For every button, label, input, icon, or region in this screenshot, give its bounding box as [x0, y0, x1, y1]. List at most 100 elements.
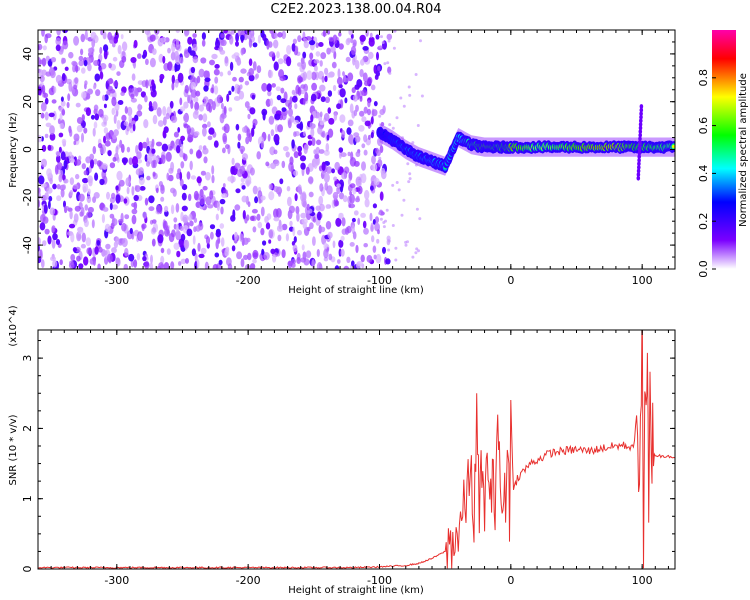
spectrogram-noise-blob	[192, 56, 199, 64]
spectrogram-noise-blob	[274, 33, 278, 39]
spectrogram-noise-blob	[298, 150, 302, 157]
spectrogram-noise-blob	[91, 219, 95, 229]
spectrogram-noise-blob	[327, 231, 333, 239]
spectrogram-noise-blob	[41, 144, 47, 152]
spectrogram-noise-blob	[315, 51, 321, 57]
spectrogram-noise-blob	[113, 129, 119, 137]
spectrogram-noise-blob	[63, 178, 69, 184]
spectrogram-noise-blob	[233, 96, 241, 101]
spectrogram-noise-blob	[223, 123, 230, 134]
spectrogram-noise-blob	[252, 42, 258, 48]
spectrogram-noise-blob	[58, 146, 62, 153]
spectrogram-noise-blob	[260, 227, 265, 236]
spectrogram-noise-blob	[126, 125, 130, 132]
spectrogram-noise-blob	[152, 159, 157, 169]
spectrogram-noise-blob	[387, 239, 391, 243]
spectrogram-noise-blob	[92, 127, 96, 137]
spectrogram-noise-blob	[297, 229, 302, 236]
spectrogram-noise-blob	[245, 136, 250, 145]
spectrogram-noise-blob	[130, 260, 135, 268]
spectrogram-noise-blob	[146, 137, 150, 146]
spectrogram-noise-blob	[240, 34, 245, 42]
spectrogram-noise-blob	[404, 240, 408, 244]
spectrogram-noise-blob	[207, 204, 214, 209]
spectrogram-noise-blob	[262, 240, 267, 246]
spectrogram-noise-blob	[199, 189, 204, 198]
spectrogram-noise-blob	[113, 80, 119, 87]
spectrogram-noise-blob	[276, 225, 284, 232]
spectrogram-noise-blob	[60, 96, 64, 102]
spectrogram-noise-blob	[85, 107, 91, 116]
spectrogram-noise-blob	[254, 196, 259, 204]
spectrogram-noise-blob	[138, 177, 145, 185]
spectrogram-noise-blob	[373, 177, 380, 186]
spectrogram-noise-blob	[108, 62, 112, 69]
colorbar-ticks: 0.0 0.2 0.4 0.6 0.8	[697, 69, 716, 278]
spectrogram-noise-blob	[189, 148, 194, 155]
spectrogram-noise-blob	[316, 139, 322, 146]
spectrogram-noise-blob	[345, 38, 351, 46]
spectrogram-noise-blob	[93, 192, 100, 199]
spectrogram-noise-blob	[182, 214, 189, 224]
spectrogram-noise-blob	[189, 50, 196, 56]
spectrogram-noise-blob	[225, 144, 230, 150]
spectrogram-noise-blob	[142, 211, 148, 219]
spectrogram-noise-blob	[60, 100, 66, 107]
spectrogram-noise-blob	[80, 243, 86, 249]
spectrogram-noise-blob	[142, 255, 147, 262]
spectrogram-noise-blob	[128, 157, 133, 165]
spectrogram-noise-blob	[362, 220, 367, 229]
spectrogram-noise-blob	[391, 126, 395, 130]
spectrogram-noise-blob	[268, 115, 275, 125]
spectrogram-noise-blob	[62, 30, 68, 34]
spectrogram-noise-blob	[38, 175, 45, 185]
spectrogram-noise-blob	[223, 105, 227, 116]
spectrogram-noise-blob	[146, 175, 151, 181]
spectrogram-noise-blob	[385, 258, 391, 265]
spectrogram-noise-blob	[201, 32, 206, 40]
spectrogram-noise-blob	[374, 216, 380, 224]
spectrogram-noise-blob	[265, 222, 271, 230]
spectrogram-noise-blob	[267, 90, 272, 97]
spectrogram-noise-blob	[121, 237, 128, 248]
spectrogram-noise-blob	[171, 42, 176, 53]
spectrogram-noise-blob	[337, 68, 341, 79]
spectrogram-noise-blob	[128, 107, 132, 117]
spectrogram-noise-blob	[328, 253, 333, 261]
spectrogram-noise-blob	[378, 156, 382, 160]
spectrogram-noise-blob	[195, 225, 201, 232]
spectrogram-noise-blob	[276, 208, 282, 218]
spectrogram-noise-blob	[80, 91, 87, 99]
spectrogram-noise-blob	[117, 100, 124, 105]
spectrogram-noise-blob	[109, 202, 113, 211]
spectrogram-noise-blob	[241, 195, 248, 203]
spectrogram-noise-blob	[377, 229, 380, 235]
spectrogram-noise-blob	[50, 57, 57, 63]
spectrogram-noise-blob	[56, 30, 61, 34]
spectrogram-noise-blob	[342, 195, 348, 203]
spectrogram-noise-blob	[73, 213, 79, 223]
spectrogram-noise-blob	[328, 36, 334, 42]
spectrogram-noise-blob	[38, 199, 41, 208]
spectrogram-noise-blob	[162, 55, 166, 64]
spectrogram-noise-blob	[90, 31, 97, 40]
spectrogram-noise-blob	[163, 262, 170, 269]
spectrogram-noise-blob	[417, 249, 420, 253]
spectrogram-noise-blob	[372, 203, 377, 209]
spectrogram-noise-blob	[177, 72, 184, 83]
spectrogram-noise-blob	[361, 89, 367, 97]
spectrogram-noise-blob	[260, 195, 266, 201]
spectrogram-noise-blob	[224, 248, 230, 257]
spectrogram-noise-blob	[219, 71, 224, 77]
spectrogram-noise-blob	[81, 232, 87, 243]
spectrogram-noise-blob	[230, 166, 235, 175]
spectrogram-noise-blob	[89, 258, 96, 265]
spectrogram-noise-blob	[333, 50, 337, 60]
spectrogram-noise-blob	[157, 234, 164, 244]
spectrogram-noise-blob	[270, 129, 275, 137]
spectrogram-noise-blob	[392, 46, 396, 50]
spectrogram-noise-blob	[323, 248, 329, 259]
spectrogram-noise-blob	[209, 59, 215, 66]
spectrogram-noise-blob	[58, 132, 64, 138]
spectrogram-noise-blob	[257, 34, 261, 44]
